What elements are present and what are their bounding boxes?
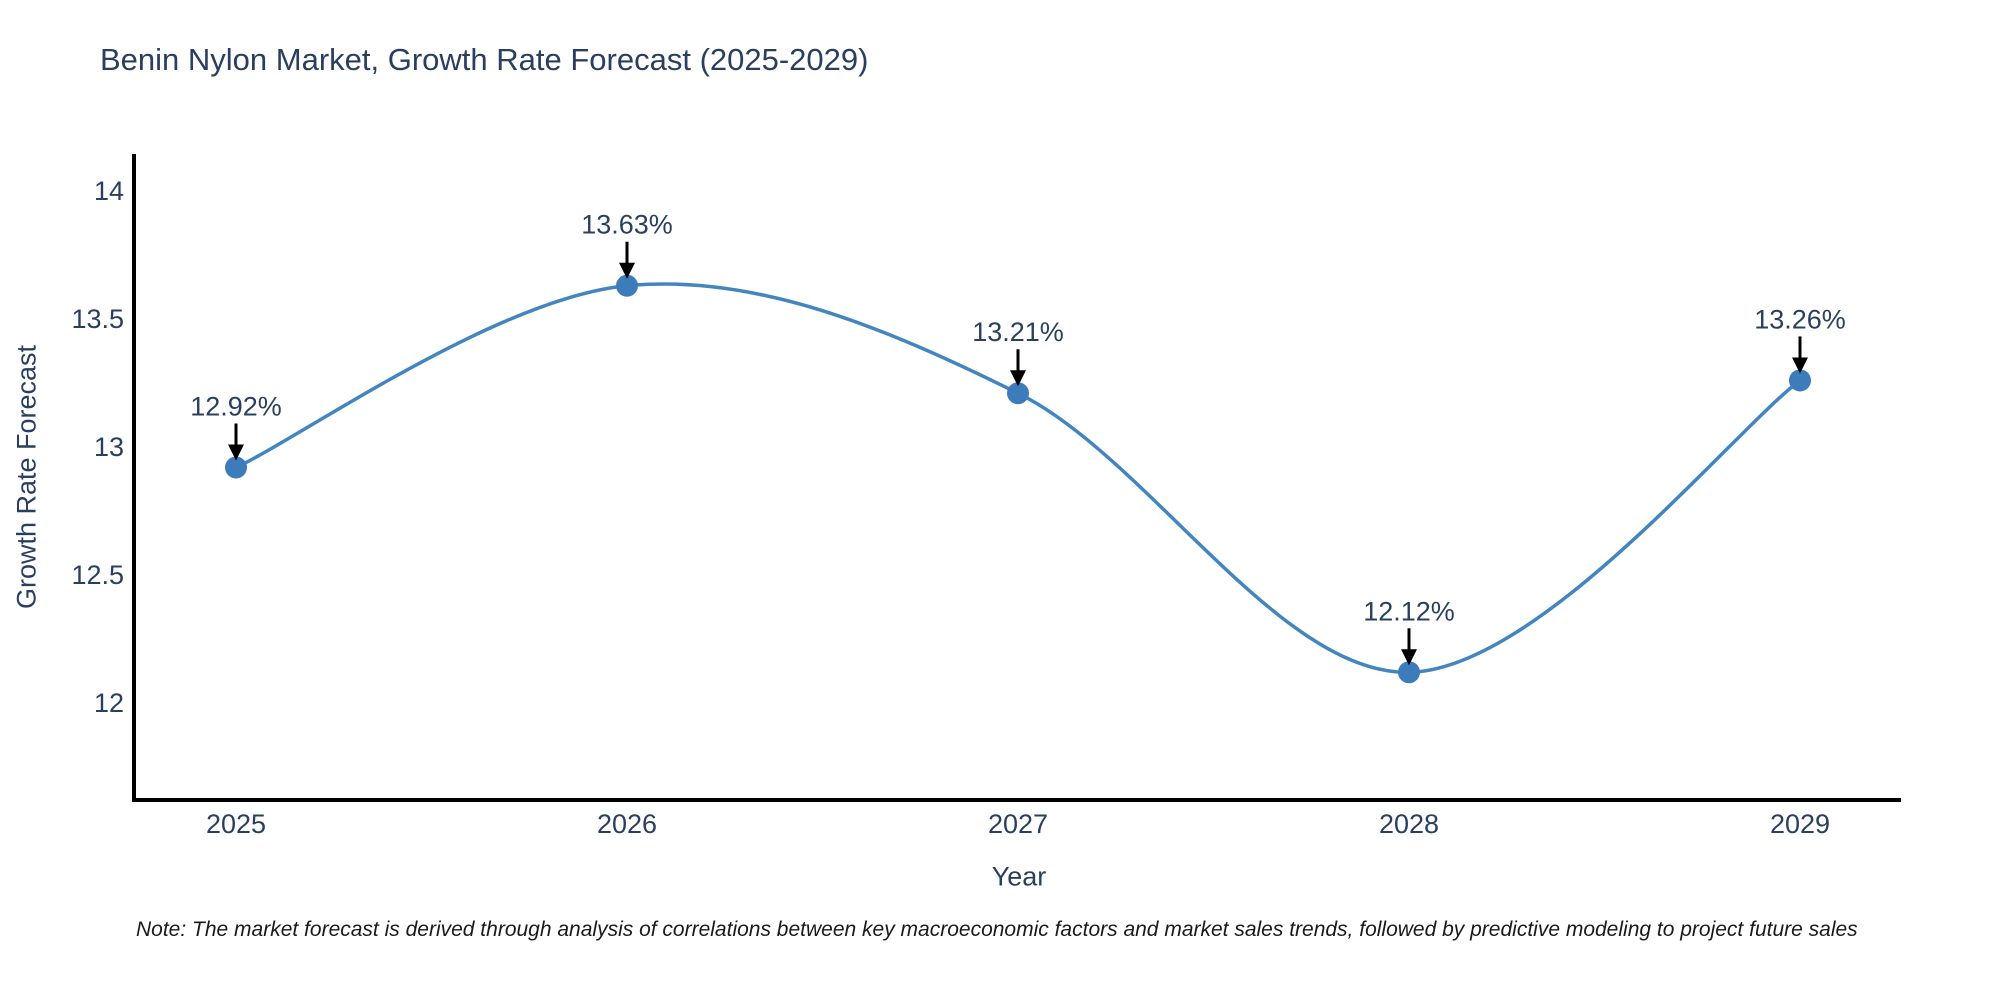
data-point-marker — [225, 456, 247, 479]
y-tick-label: 14 — [94, 176, 124, 206]
annotation-label: 13.63% — [581, 210, 673, 240]
annotation: 13.21% — [972, 317, 1064, 387]
annotation: 13.63% — [581, 210, 673, 279]
annotation-label: 12.12% — [1363, 596, 1455, 626]
annotation-label: 13.26% — [1754, 304, 1846, 334]
data-point-marker — [1789, 369, 1811, 392]
annotation-arrowhead-icon — [1401, 649, 1417, 666]
annotation-arrowhead-icon — [228, 444, 244, 461]
data-point-marker — [1398, 661, 1420, 684]
x-axis-title: Year — [991, 861, 1047, 892]
annotation-arrowhead-icon — [619, 262, 635, 279]
y-tick-label: 12.5 — [71, 560, 124, 590]
y-tick-label: 13 — [94, 432, 124, 462]
annotation-arrowhead-icon — [1010, 370, 1026, 387]
x-tick-label: 2025 — [206, 809, 266, 839]
annotation-label: 12.92% — [190, 391, 282, 421]
chart-title: Benin Nylon Market, Growth Rate Forecast… — [100, 42, 869, 77]
annotation: 13.26% — [1754, 304, 1846, 374]
y-tick-label: 13.5 — [71, 304, 124, 334]
footnote: Note: The market forecast is derived thr… — [136, 918, 1858, 941]
annotation-label: 13.21% — [972, 317, 1064, 347]
x-tick-label: 2027 — [988, 809, 1048, 839]
y-tick-label: 12 — [94, 688, 124, 718]
x-tick-label: 2029 — [1770, 809, 1830, 839]
data-point-marker — [616, 274, 638, 297]
data-point-markers — [225, 274, 1811, 684]
y-tick-labels: 12 12.5 13 13.5 14 — [71, 176, 124, 718]
annotation-arrowhead-icon — [1792, 357, 1808, 374]
annotation: 12.12% — [1363, 596, 1455, 666]
x-tick-label: 2028 — [1379, 809, 1439, 839]
data-point-marker — [1007, 382, 1029, 405]
data-point-annotations: 12.92% 13.63% 13.21% 12.12% 13.26% — [190, 210, 1846, 666]
x-tick-label: 2026 — [597, 809, 657, 839]
annotation: 12.92% — [190, 391, 282, 461]
x-tick-labels: 2025 2026 2027 2028 2029 — [206, 809, 1830, 839]
